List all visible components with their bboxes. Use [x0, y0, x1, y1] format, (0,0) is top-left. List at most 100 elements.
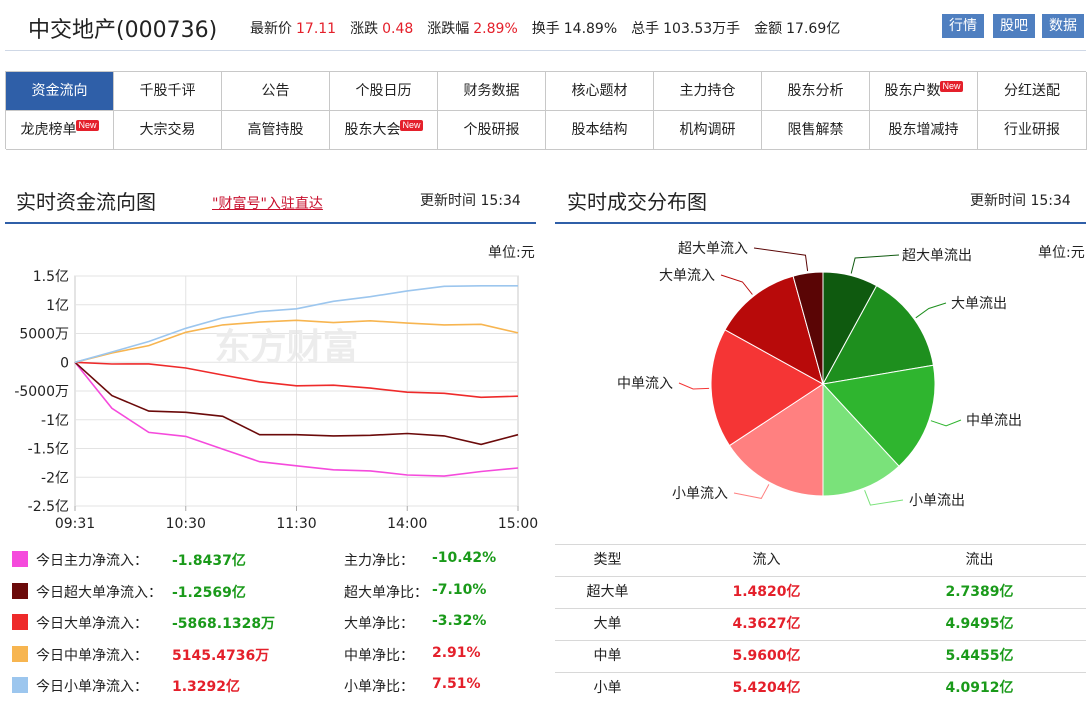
table-header-cell: 流入 [752, 552, 781, 568]
table-type-cell: 超大单 [586, 584, 629, 600]
pie-label: 中单流入 [617, 376, 673, 392]
nav-item[interactable]: 机构调研 [654, 111, 762, 150]
pie-leader-line [678, 382, 710, 390]
quote-stat-value: 17.11 [296, 21, 337, 37]
legend-swatch [12, 677, 28, 693]
pie-slice [710, 329, 824, 447]
nav-item[interactable]: 大宗交易 [114, 111, 222, 150]
nav-item[interactable]: 核心题材 [546, 72, 654, 111]
nav-item-label: 公告 [261, 83, 290, 99]
ratio-name: 超大单净比： [344, 584, 428, 601]
summary-value: 5145.4736万 [172, 647, 270, 664]
y-tick-label: 1亿 [46, 298, 69, 314]
caifuhao-link[interactable]: "财富号"入驻直达 [212, 196, 323, 212]
nav-item[interactable]: 龙虎榜单 New [6, 111, 114, 150]
pie-slice [728, 383, 824, 497]
nav-item-label: 高管持股 [247, 122, 304, 138]
summary-value: -1.8437亿 [172, 553, 246, 569]
nav-item[interactable]: 股东户数 New [870, 72, 978, 111]
nav-item-label: 股本结构 [571, 122, 628, 138]
summary-row: 今日主力净流入： -1.8437亿 主力净比： -10.42% [12, 549, 532, 569]
table-outflow-cell: 4.9495亿 [945, 616, 1014, 632]
nav-item[interactable]: 主力持仓 [654, 72, 762, 111]
x-tick-label: 10:30 [166, 516, 206, 532]
series-line [74, 361, 519, 446]
table-header-cell: 流出 [965, 552, 994, 568]
new-badge: New [76, 120, 99, 131]
table-type-cell: 大单 [593, 616, 622, 632]
pie-label: 小单流出 [909, 493, 965, 509]
summary-row: 今日小单净流入： 1.3292亿 小单净比： 7.51% [12, 675, 532, 695]
nav-item[interactable]: 分红送配 [978, 72, 1087, 111]
summary-name: 今日主力净流入： [36, 553, 148, 569]
series-line [74, 284, 518, 364]
table-row: 中单 5.9600亿 5.4455亿 [555, 640, 1086, 672]
pie-slice [724, 275, 824, 386]
x-tick-label: 09:31 [55, 516, 95, 532]
table-type-cell: 小单 [593, 680, 622, 696]
legend-swatch [12, 614, 28, 630]
ratio-value: 2.91% [432, 644, 481, 661]
quote-stat-label: 涨跌 [350, 21, 379, 37]
pie-leader-line [720, 274, 753, 295]
pie-leader-line [753, 247, 809, 272]
summary-row: 今日超大单净流入： -1.2569亿 超大单净比： -7.10% [12, 581, 532, 601]
table-outflow-cell: 5.4455亿 [945, 648, 1014, 664]
watermark-text: 东方财富 [214, 326, 358, 368]
data-button[interactable]: 数据 [1042, 14, 1084, 38]
y-tick-label: -1亿 [41, 413, 69, 429]
quote-stat-label: 换手 [531, 21, 560, 37]
quote-stat: 最新价 17.11 [250, 21, 336, 37]
nav-item[interactable]: 股东大会 New [330, 111, 438, 150]
nav-item-label: 个股研报 [463, 122, 520, 138]
nav-item[interactable]: 股东增减持 [870, 111, 978, 150]
nav-item[interactable]: 资金流向 [6, 72, 114, 111]
legend-swatch [12, 551, 28, 567]
ratio-name: 主力净比： [344, 553, 414, 569]
nav-item[interactable]: 千股千评 [114, 72, 222, 111]
summary-name: 今日小单净流入： [36, 679, 148, 695]
quote-stat-value: 2.89% [473, 21, 518, 37]
left-title-underline [5, 222, 536, 224]
right-update-time: 更新时间 15:34 [970, 193, 1071, 209]
y-tick-label: -1.5亿 [28, 442, 69, 458]
pie-slice [822, 364, 936, 467]
nav-item[interactable]: 个股日历 [330, 72, 438, 111]
pie-slice [792, 271, 824, 385]
nav-item-label: 龙虎榜单 [20, 122, 77, 138]
summary-row: 今日大单净流入： -5868.1328万 大单净比： -3.32% [12, 612, 532, 632]
right-title-underline [555, 222, 1086, 224]
nav-item-label: 行业研报 [1004, 122, 1060, 138]
forum-button[interactable]: 股吧 [993, 14, 1035, 38]
pie-slice [822, 382, 900, 497]
y-tick-label: 5000万 [19, 327, 69, 343]
pie-slice [822, 285, 934, 385]
nav-item[interactable]: 公告 [222, 72, 330, 111]
nav-item-label: 分红送配 [1004, 83, 1060, 99]
quote-stat-label: 最新价 [250, 21, 292, 37]
summary-name: 今日中单净流入： [36, 647, 148, 664]
nav-item[interactable]: 行业研报 [978, 111, 1087, 150]
quote-stats: 最新价 17.11 涨跌 0.48 涨跌幅 2.89% 换手 14.89% 总手 103.53万手… [250, 18, 854, 38]
quote-stat: 涨跌幅 2.89% [427, 21, 517, 37]
pie-label: 大单流出 [951, 296, 1007, 312]
y-tick-label: 1.5亿 [33, 269, 69, 285]
pie-label: 小单流入 [672, 486, 728, 502]
nav-item[interactable]: 限售解禁 [762, 111, 870, 150]
deal-dist-title: 实时成交分布图 [567, 190, 707, 214]
table-row: 大单 4.3627亿 4.9495亿 [555, 608, 1086, 640]
summary-value: -1.2569亿 [172, 584, 246, 601]
nav-item[interactable]: 高管持股 [222, 111, 330, 150]
quote-button[interactable]: 行情 [942, 14, 984, 38]
summary-row: 今日中单净流入： 5145.4736万 中单净比： 2.91% [12, 644, 532, 664]
header-divider [5, 50, 1086, 51]
nav-item[interactable]: 个股研报 [438, 111, 546, 150]
nav-item[interactable]: 财务数据 [438, 72, 546, 111]
nav-item[interactable]: 股东分析 [762, 72, 870, 111]
summary-name: 今日超大单净流入： [36, 584, 162, 601]
nav-item[interactable]: 股本结构 [546, 111, 654, 150]
quote-stat: 金额 17.69亿 [754, 21, 840, 37]
ratio-name: 中单净比： [344, 647, 414, 664]
nav-item-label: 股东户数 [884, 83, 941, 99]
